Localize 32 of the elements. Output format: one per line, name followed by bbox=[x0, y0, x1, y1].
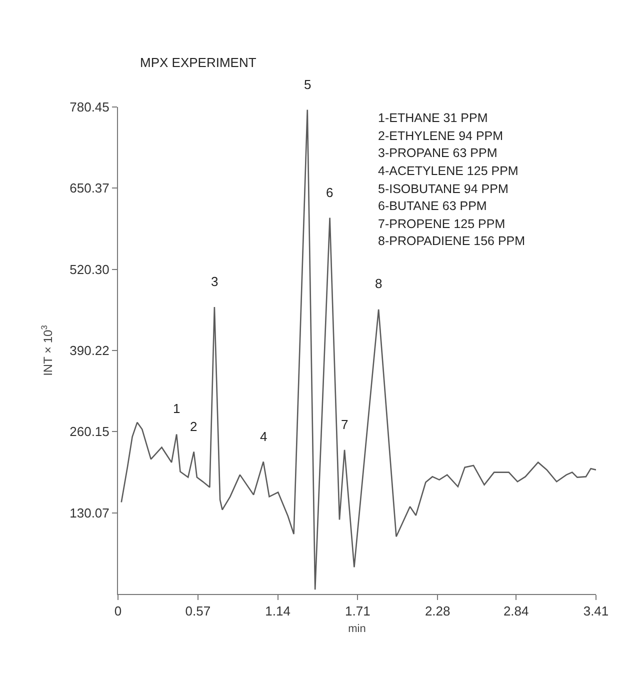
y-tick-label: 520.30 bbox=[70, 262, 110, 277]
x-tick-label: 0.57 bbox=[185, 604, 211, 619]
y-tick-label: 390.22 bbox=[70, 343, 110, 358]
x-tick-label: 0 bbox=[114, 604, 122, 619]
annotation: 5 bbox=[304, 77, 312, 92]
x-tick-label: 1.14 bbox=[265, 604, 290, 619]
y-tick-label: 650.37 bbox=[70, 180, 110, 196]
annotation: 8 bbox=[375, 276, 382, 291]
x-tick-label: 2.84 bbox=[503, 604, 529, 619]
annotation: 2-ETHYLENE 94 PPM bbox=[378, 129, 504, 143]
x-tick-label: 1.71 bbox=[345, 604, 370, 619]
annotation: 3-PROPANE 63 PPM bbox=[378, 146, 498, 160]
y-tick-label: 130.07 bbox=[70, 505, 110, 520]
annotation: 1-ETHANE 31 PPM bbox=[378, 111, 488, 125]
x-tick-label: 2.28 bbox=[424, 604, 450, 619]
annotation: 1 bbox=[173, 401, 180, 416]
x-tick-label: 3.41 bbox=[583, 604, 609, 619]
chart-title: MPX EXPERIMENT bbox=[140, 55, 256, 70]
annotation: 3 bbox=[211, 274, 218, 289]
annotation: 2 bbox=[190, 419, 198, 434]
y-tick-label: 780.45 bbox=[70, 100, 110, 115]
annotation: 6 bbox=[326, 185, 334, 200]
annotation: 4-ACETYLENE 125 PPM bbox=[378, 164, 518, 178]
y-tick-label: 260.15 bbox=[70, 424, 110, 440]
annotation: 7 bbox=[341, 417, 348, 432]
annotation: 4 bbox=[260, 429, 268, 444]
annotation: 8-PROPADIENE 156 PPM bbox=[378, 234, 526, 248]
annotation: 5-ISOBUTANE 94 PPM bbox=[378, 182, 508, 196]
annotation: 6-BUTANE 63 PPM bbox=[378, 199, 487, 213]
annotation: 7-PROPENE 125 PPM bbox=[378, 217, 506, 231]
x-axis-title: min bbox=[348, 622, 366, 635]
line-series bbox=[120, 109, 596, 590]
